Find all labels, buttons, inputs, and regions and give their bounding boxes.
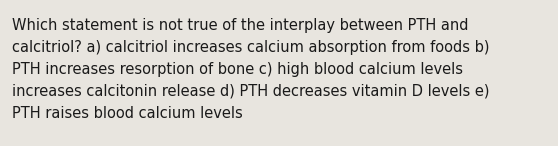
Text: Which statement is not true of the interplay between PTH and: Which statement is not true of the inter… [12,18,469,33]
Text: PTH raises blood calcium levels: PTH raises blood calcium levels [12,106,243,121]
Text: calcitriol? a) calcitriol increases calcium absorption from foods b): calcitriol? a) calcitriol increases calc… [12,40,489,55]
Text: PTH increases resorption of bone c) high blood calcium levels: PTH increases resorption of bone c) high… [12,62,463,77]
Text: increases calcitonin release d) PTH decreases vitamin D levels e): increases calcitonin release d) PTH decr… [12,84,489,99]
